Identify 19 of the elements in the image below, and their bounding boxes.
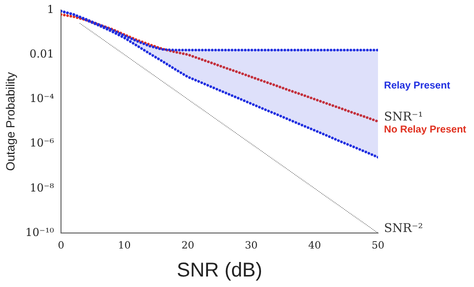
line-series xyxy=(61,13,378,123)
y-tick-label: 10⁻⁴ xyxy=(30,92,55,106)
annotation: SNR⁻¹ xyxy=(384,110,423,124)
x-tick-label: 0 xyxy=(58,240,64,252)
x-tick-label: 10 xyxy=(118,240,131,252)
y-tick-label: 1 xyxy=(47,2,54,16)
x-tick-label: 40 xyxy=(308,240,321,252)
y-tick-label: 10⁻⁶ xyxy=(30,136,55,150)
x-axis-title: SNR (dB) xyxy=(176,260,262,282)
x-tick-label: 30 xyxy=(244,240,258,252)
x-tick-label: 20 xyxy=(181,240,194,252)
x-tick-label: 50 xyxy=(372,240,384,252)
annotation: SNR⁻² xyxy=(384,221,424,236)
text: Relay Present xyxy=(384,80,451,92)
y-tick-label: 0.01 xyxy=(30,47,54,60)
series-label: No Relay Present xyxy=(384,124,467,136)
y-tick-label: 10⁻⁸ xyxy=(30,181,55,194)
y-tick-label: 10⁻¹⁰ xyxy=(25,226,55,239)
y-axis-title: Outage Probability xyxy=(4,72,18,171)
